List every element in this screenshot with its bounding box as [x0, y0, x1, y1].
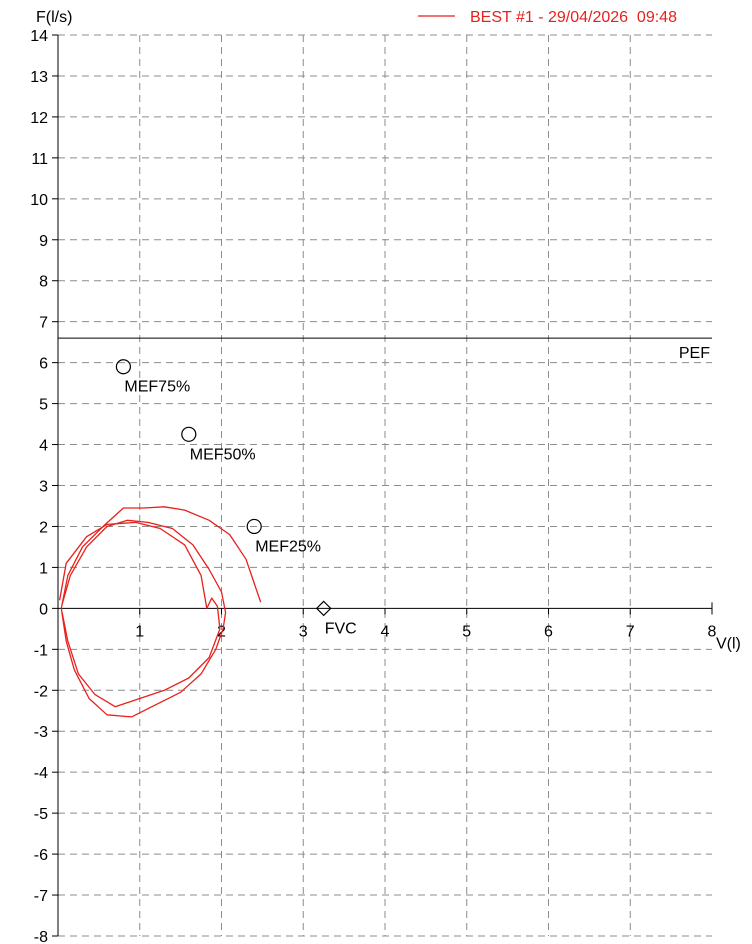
x-axis-label: V(l)	[716, 635, 741, 652]
y-tick-label: 0	[39, 601, 48, 618]
y-tick-label: -8	[34, 929, 48, 944]
x-tick-label: 7	[626, 623, 635, 640]
x-tick-label: 3	[299, 623, 308, 640]
series-curves	[58, 506, 262, 718]
marker-circle	[246, 518, 262, 535]
y-tick-label: 10	[30, 192, 48, 209]
series-curve	[61, 519, 227, 613]
reference-lines: PEF	[58, 337, 712, 362]
pef-label: PEF	[679, 345, 710, 362]
y-tick-label: -7	[34, 888, 48, 905]
x-tick-label: 4	[381, 623, 390, 640]
marker-diamond	[315, 600, 332, 617]
y-tick-label: 6	[39, 356, 48, 373]
y-tick-label: 8	[39, 274, 48, 291]
x-tick-label: 6	[544, 623, 553, 640]
y-tick-label: 1	[39, 560, 48, 577]
y-tick-label: 12	[30, 110, 48, 127]
y-tick-label: -1	[34, 642, 48, 659]
y-tick-label: -2	[34, 683, 48, 700]
y-tick-label: -5	[34, 806, 48, 823]
y-tick-label: 14	[30, 28, 48, 45]
y-tick-label: 13	[30, 69, 48, 86]
y-tick-label: 7	[39, 315, 48, 332]
legend: BEST #1 - 29/04/2026 09:48	[418, 9, 677, 26]
y-tick-label: 5	[39, 397, 48, 414]
y-tick-label: 4	[39, 438, 48, 455]
marker-circle	[181, 426, 197, 442]
y-tick-label: 2	[39, 519, 48, 536]
series-curve	[58, 521, 208, 609]
series-curve	[60, 608, 227, 718]
x-tick-label: 5	[462, 623, 471, 640]
marker-label: MEF75%	[124, 379, 190, 396]
y-tick-label: -4	[34, 765, 48, 782]
y-axis-label: F(l/s)	[36, 9, 72, 26]
x-tick-label: 1	[135, 623, 144, 640]
grid	[58, 34, 712, 937]
marker-circle	[115, 359, 132, 375]
y-tick-label: 11	[31, 151, 48, 168]
y-tick-label: -6	[34, 847, 48, 864]
y-tick-label: 9	[39, 233, 48, 250]
marker-label: MEF50%	[190, 446, 256, 463]
series-curve	[60, 506, 262, 609]
y-tick-label: -3	[34, 724, 48, 741]
markers: MEF75% MEF50% MEF25% FVC	[115, 359, 357, 637]
series-curve	[61, 597, 221, 708]
legend-label: BEST #1 - 29/04/2026 09:48	[470, 9, 677, 26]
x-tick-label: 8	[708, 623, 717, 640]
axes	[52, 34, 713, 937]
marker-label: FVC	[325, 620, 357, 637]
marker-label: MEF25%	[255, 538, 321, 555]
y-tick-label: 3	[39, 479, 48, 496]
